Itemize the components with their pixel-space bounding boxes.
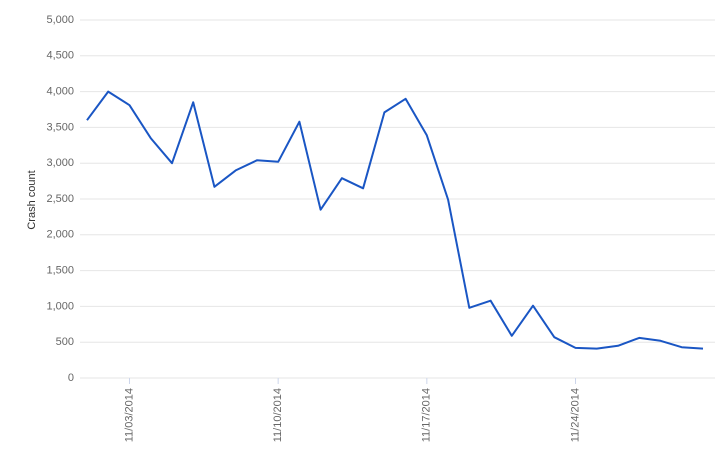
y-axis-label: Crash count bbox=[26, 170, 38, 229]
y-tick-label: 4,500 bbox=[46, 50, 74, 62]
y-tick-label: 1,000 bbox=[46, 300, 74, 312]
y-tick-label: 0 bbox=[68, 372, 74, 384]
y-tick-label: 4,000 bbox=[46, 86, 74, 98]
y-tick-label: 3,000 bbox=[46, 157, 74, 169]
y-tick-label: 500 bbox=[56, 336, 74, 348]
y-tick-label: 3,500 bbox=[46, 121, 74, 133]
y-tick-label: 5,000 bbox=[46, 14, 74, 26]
data-line bbox=[86, 90, 704, 350]
x-tick-label: 11/10/2014 bbox=[272, 388, 284, 442]
x-tick-label: 11/03/2014 bbox=[123, 388, 135, 442]
y-tick-label: 1,500 bbox=[46, 265, 74, 277]
y-tick-label: 2,000 bbox=[46, 229, 74, 241]
y-tick-label: 2,500 bbox=[46, 193, 74, 205]
x-tick-label: 11/24/2014 bbox=[569, 388, 581, 442]
x-tick-label: 11/17/2014 bbox=[421, 388, 433, 442]
